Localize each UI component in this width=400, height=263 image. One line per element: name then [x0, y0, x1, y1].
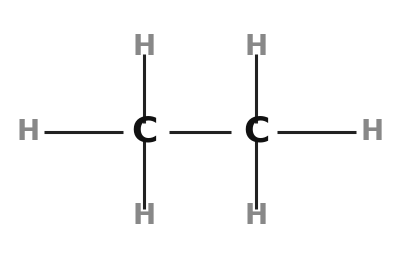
Text: H: H	[16, 118, 40, 145]
Text: C: C	[131, 114, 157, 149]
Text: H: H	[132, 202, 156, 230]
Text: H: H	[244, 33, 268, 61]
Text: H: H	[132, 33, 156, 61]
Text: H: H	[244, 202, 268, 230]
Text: C: C	[243, 114, 269, 149]
Text: H: H	[360, 118, 384, 145]
